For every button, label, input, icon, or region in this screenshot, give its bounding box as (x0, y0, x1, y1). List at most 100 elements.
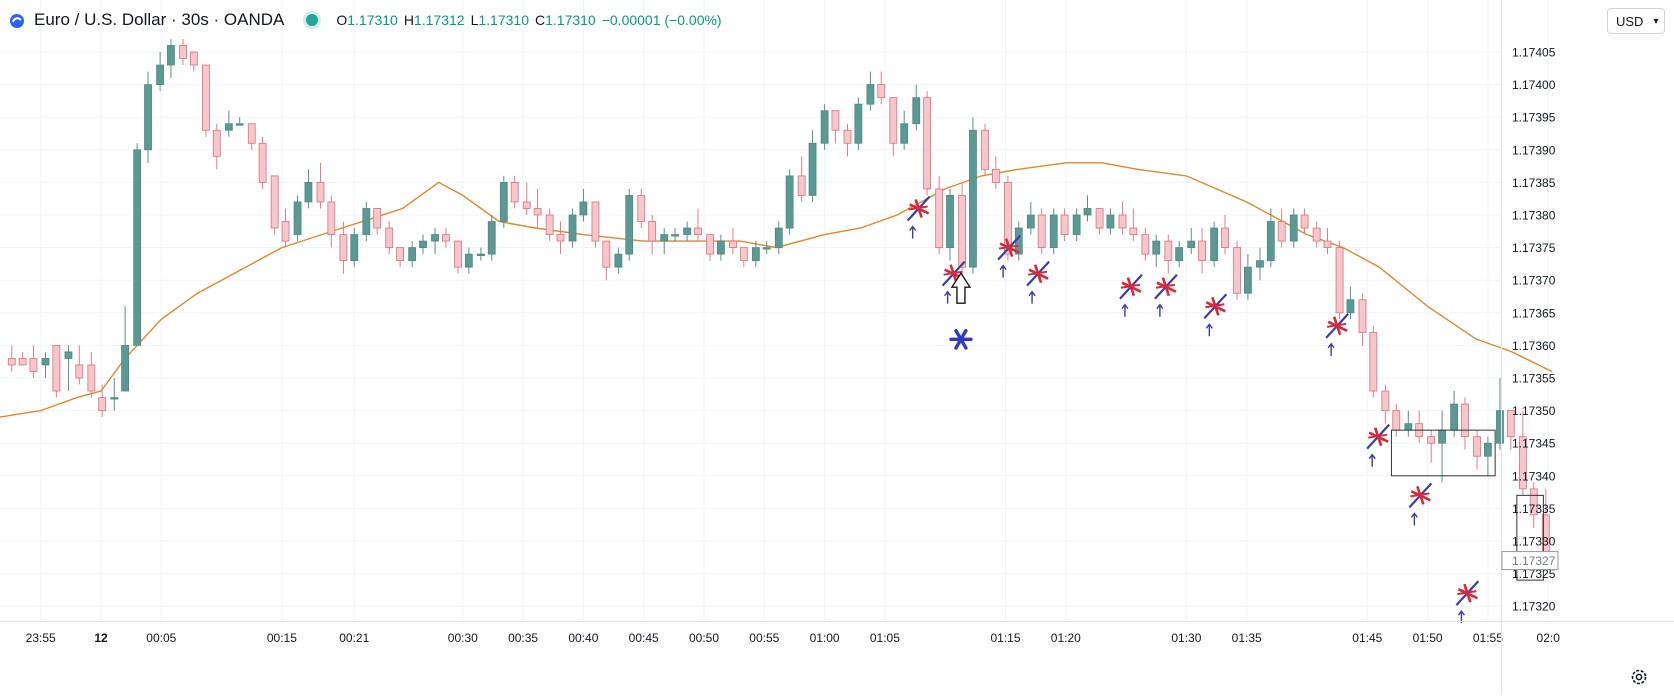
candle-body (1141, 234, 1150, 255)
candle-body (854, 103, 863, 144)
candle-up (1289, 208, 1298, 248)
candle-up (235, 117, 244, 126)
candle-down (591, 201, 600, 248)
x-tick-label: 00:15 (267, 631, 297, 645)
candle-down (843, 123, 852, 157)
candle-down (327, 195, 336, 248)
candle-body (476, 253, 485, 257)
grid-lines (0, 0, 1549, 621)
candle-body (487, 221, 496, 255)
candle-up (900, 110, 909, 150)
candle-down (797, 156, 806, 202)
candle-body (52, 344, 61, 392)
candle-body (327, 201, 336, 235)
candle-body (683, 227, 692, 235)
ohlc-close: C1.17310 (534, 12, 596, 28)
symbol-title[interactable]: Euro / U.S. Dollar · 30s · OANDA (34, 10, 285, 29)
candle-body (1244, 266, 1252, 294)
candle-down (877, 71, 886, 105)
candle-up (1072, 208, 1081, 242)
y-tick-label: 1.17365 (1512, 306, 1556, 320)
candle-down (339, 221, 348, 274)
candle-down (7, 345, 16, 372)
candle-down (1461, 397, 1469, 450)
candle-down (52, 344, 61, 398)
current-price-box (1501, 551, 1559, 571)
candle-body (212, 129, 221, 157)
y-tick-label: 1.17350 (1512, 404, 1556, 418)
candle-body (1427, 436, 1436, 444)
candle-body (1106, 214, 1115, 229)
candle-down (1323, 228, 1332, 255)
candle-body (270, 175, 279, 229)
x-tick-label: 01:05 (870, 631, 900, 645)
candle-body (946, 195, 954, 249)
candle-body (900, 123, 909, 144)
candle-body (912, 97, 921, 125)
y-tick-label: 1.17340 (1512, 469, 1556, 483)
candle-up (683, 221, 692, 242)
x-tick-label: 00:30 (448, 631, 478, 645)
x-tick-label: 12 (94, 631, 108, 645)
candle-body (121, 344, 130, 392)
candle-body (579, 201, 588, 216)
candle-down (385, 221, 394, 255)
candle-up (1083, 195, 1092, 222)
candle-up (362, 201, 371, 242)
candle-down (1037, 208, 1046, 255)
hand-mark (1154, 273, 1178, 317)
candle-body (1187, 240, 1196, 249)
moving-average-layer (0, 162, 1553, 418)
candle-body (235, 123, 244, 126)
candle-up (1187, 228, 1196, 255)
candle-body (464, 253, 473, 268)
candle-down (202, 64, 210, 137)
candle-body (1450, 403, 1459, 431)
candle-down (1369, 325, 1378, 398)
hand-mark (1366, 423, 1390, 467)
candle-down (1473, 430, 1481, 470)
ohlc-change: −0.00001 (−0.00%) (601, 12, 722, 28)
candle-body (110, 397, 119, 400)
asterisk-icon (949, 328, 973, 350)
candle-up (614, 247, 623, 274)
x-tick-label: 23:55 (26, 631, 56, 645)
current-price-label: 1.17327 (1512, 554, 1556, 568)
candle-body (706, 234, 714, 255)
up-arrow-icon (1368, 453, 1376, 467)
candle-up (499, 175, 508, 229)
ohlc-low: L1.17310 (470, 12, 529, 28)
x-tick-label: 00:45 (629, 631, 659, 645)
candle-body (1004, 181, 1012, 255)
candle-up (969, 117, 977, 274)
chart-settings-button[interactable] (1628, 666, 1650, 688)
candle-up (156, 52, 164, 92)
candle-up (1026, 201, 1035, 235)
candle-body (568, 214, 577, 242)
candle-body (144, 84, 152, 151)
hand-mark (906, 195, 931, 239)
currency-selector-button[interactable]: USD ▾ (1607, 8, 1665, 34)
up-arrow-icon (1327, 342, 1335, 356)
y-tick-label: 1.17390 (1512, 143, 1556, 157)
candle-up (946, 188, 954, 261)
candle-down (522, 182, 531, 215)
y-tick-label: 1.17400 (1512, 78, 1556, 92)
candle-body (87, 364, 96, 392)
y-tick-label: 1.17330 (1512, 535, 1556, 549)
candle-body (1496, 410, 1504, 444)
candle-down (602, 240, 611, 281)
moving-average-line (0, 162, 1553, 418)
candle-body (648, 221, 657, 242)
candle-down (1129, 208, 1138, 242)
candle-body (751, 247, 760, 262)
up-arrow-icon (999, 264, 1007, 278)
candle-up (1256, 247, 1264, 281)
chevron-down-icon: ▾ (1653, 15, 1659, 27)
hand-mark (1119, 273, 1143, 317)
candle-body (431, 234, 439, 242)
candle-up (110, 378, 119, 411)
candle-body (1256, 260, 1264, 268)
